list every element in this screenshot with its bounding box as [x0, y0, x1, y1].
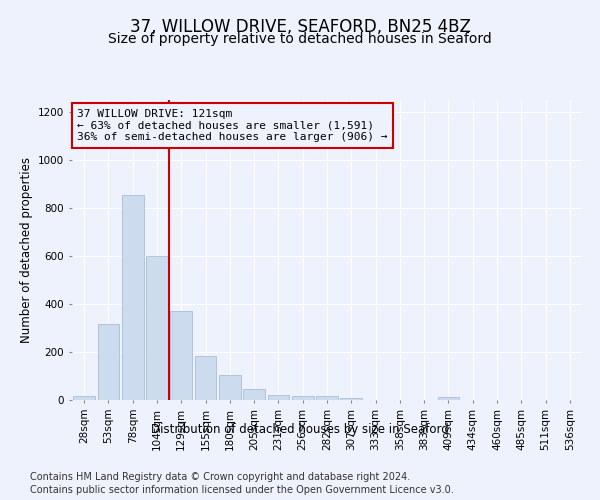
Bar	[170, 311, 192, 400]
Y-axis label: Number of detached properties: Number of detached properties	[20, 157, 32, 343]
Text: Distribution of detached houses by size in Seaford: Distribution of detached houses by size …	[151, 422, 449, 436]
Bar	[219, 375, 241, 400]
Bar	[97, 324, 119, 400]
Bar	[437, 397, 460, 400]
Text: Size of property relative to detached houses in Seaford: Size of property relative to detached ho…	[108, 32, 492, 46]
Bar	[122, 195, 143, 400]
Bar	[73, 396, 95, 400]
Text: 37 WILLOW DRIVE: 121sqm
← 63% of detached houses are smaller (1,591)
36% of semi: 37 WILLOW DRIVE: 121sqm ← 63% of detache…	[77, 109, 388, 142]
Bar	[268, 394, 289, 400]
Text: Contains public sector information licensed under the Open Government Licence v3: Contains public sector information licen…	[30, 485, 454, 495]
Bar	[243, 388, 265, 400]
Bar	[146, 256, 168, 400]
Text: 37, WILLOW DRIVE, SEAFORD, BN25 4BZ: 37, WILLOW DRIVE, SEAFORD, BN25 4BZ	[130, 18, 470, 36]
Bar	[292, 396, 314, 400]
Text: Contains HM Land Registry data © Crown copyright and database right 2024.: Contains HM Land Registry data © Crown c…	[30, 472, 410, 482]
Bar	[316, 396, 338, 400]
Bar	[340, 398, 362, 400]
Bar	[194, 356, 217, 400]
